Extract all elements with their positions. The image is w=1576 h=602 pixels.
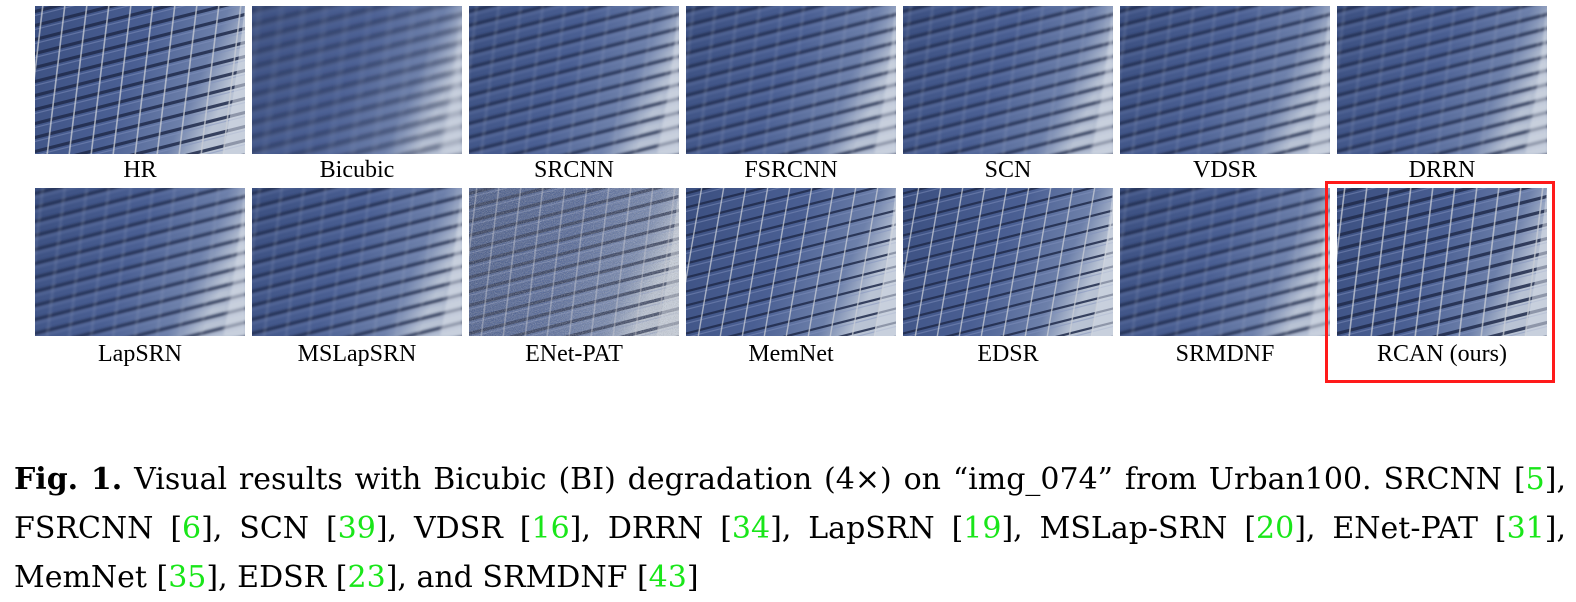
patch-label: ENet-PAT <box>525 341 623 367</box>
facade-texture <box>1337 188 1547 336</box>
citation-link[interactable]: 34 <box>731 511 771 546</box>
image-patch-hr <box>35 6 245 154</box>
result-cell: SRCNN <box>469 6 679 185</box>
figure-number: Fig. 1. <box>14 462 123 497</box>
image-patch-mslapsrn <box>252 188 462 336</box>
image-patch-scn <box>903 6 1113 154</box>
facade-texture <box>469 188 679 336</box>
image-patch-drrn <box>1337 6 1547 154</box>
patch-label: SRMDNF <box>1175 341 1275 367</box>
caption-text: ], MSLap-SRN [ <box>1001 511 1257 546</box>
caption-text: Visual results with Bicubic (BI) degrada… <box>122 462 1526 497</box>
result-row-1: HR Bicubic <box>35 6 1547 185</box>
citation-link[interactable]: 31 <box>1506 511 1545 546</box>
patch-label: DRRN <box>1408 157 1476 183</box>
result-cell: Bicubic <box>252 6 462 185</box>
patch-label: RCAN (ours) <box>1377 341 1507 367</box>
patch-label: FSRCNN <box>744 157 838 183</box>
facade-texture <box>35 6 245 154</box>
result-cell: MSLapSRN <box>252 188 462 369</box>
caption-text: ], DRRN [ <box>569 511 732 546</box>
citation-link[interactable]: 19 <box>963 511 1002 546</box>
patch-label: EDSR <box>977 341 1039 367</box>
facade-texture <box>1120 188 1330 336</box>
caption-text: ], EDSR [ <box>206 560 348 595</box>
result-cell: HR <box>35 6 245 185</box>
image-patch-edsr <box>903 188 1113 336</box>
patch-label: SCN <box>984 157 1032 183</box>
facade-texture <box>686 6 896 154</box>
caption-text: ] <box>686 560 699 595</box>
citation-link[interactable]: 23 <box>347 560 386 595</box>
rcan-highlight-box <box>1325 181 1555 383</box>
result-cell: MemNet <box>686 188 896 369</box>
image-patch-enet-pat <box>469 188 679 336</box>
comparison-figure: HR Bicubic <box>35 6 1555 383</box>
caption-text: ], FSRCNN [ <box>14 462 1566 546</box>
facade-texture <box>1120 6 1330 154</box>
result-cell: ENet-PAT <box>469 188 679 369</box>
citation-link[interactable]: 6 <box>182 511 202 546</box>
caption-text: ], LapSRN [ <box>770 511 964 546</box>
patch-label: Bicubic <box>319 157 395 183</box>
patch-label: SRCNN <box>533 157 615 183</box>
image-patch-fsrcnn <box>686 6 896 154</box>
result-cell: LapSRN <box>35 188 245 369</box>
facade-texture <box>252 188 462 336</box>
caption-text: ], SCN [ <box>201 511 338 546</box>
image-patch-bicubic <box>252 6 462 154</box>
image-patch-srmdnf <box>1120 188 1330 336</box>
image-patch-memnet <box>686 188 896 336</box>
citation-link[interactable]: 20 <box>1256 511 1295 546</box>
patch-label: VDSR <box>1192 157 1258 183</box>
result-cell: RCAN (ours) <box>1337 188 1547 369</box>
facade-texture <box>1337 6 1547 154</box>
result-cell: FSRCNN <box>686 6 896 185</box>
result-row-2: LapSRN MSLapSRN <box>35 188 1547 369</box>
result-cell: VDSR <box>1120 6 1330 185</box>
citation-link[interactable]: 39 <box>337 511 376 546</box>
image-patch-rcan <box>1337 188 1547 336</box>
image-patch-vdsr <box>1120 6 1330 154</box>
facade-texture <box>252 6 462 154</box>
patch-label: MSLapSRN <box>297 341 417 367</box>
caption-text: ], ENet-PAT [ <box>1294 511 1507 546</box>
facade-texture <box>903 6 1113 154</box>
result-cell: SRMDNF <box>1120 188 1330 369</box>
image-patch-lapsrn <box>35 188 245 336</box>
image-patch-srcnn <box>469 6 679 154</box>
citation-link[interactable]: 5 <box>1525 462 1545 497</box>
caption-text: ], VDSR [ <box>375 511 532 546</box>
facade-texture <box>35 188 245 336</box>
caption-text: ], and SRMDNF [ <box>385 560 649 595</box>
citation-link[interactable]: 35 <box>168 560 207 595</box>
facade-texture <box>903 188 1113 336</box>
facade-texture <box>469 6 679 154</box>
patch-label: HR <box>123 157 157 183</box>
result-cell: EDSR <box>903 188 1113 369</box>
patch-label: MemNet <box>748 341 834 367</box>
citation-link[interactable]: 43 <box>648 560 687 595</box>
citation-link[interactable]: 16 <box>531 511 570 546</box>
result-cell: DRRN <box>1337 6 1547 185</box>
facade-texture <box>686 188 896 336</box>
patch-label: LapSRN <box>98 341 182 367</box>
result-cell: SCN <box>903 6 1113 185</box>
